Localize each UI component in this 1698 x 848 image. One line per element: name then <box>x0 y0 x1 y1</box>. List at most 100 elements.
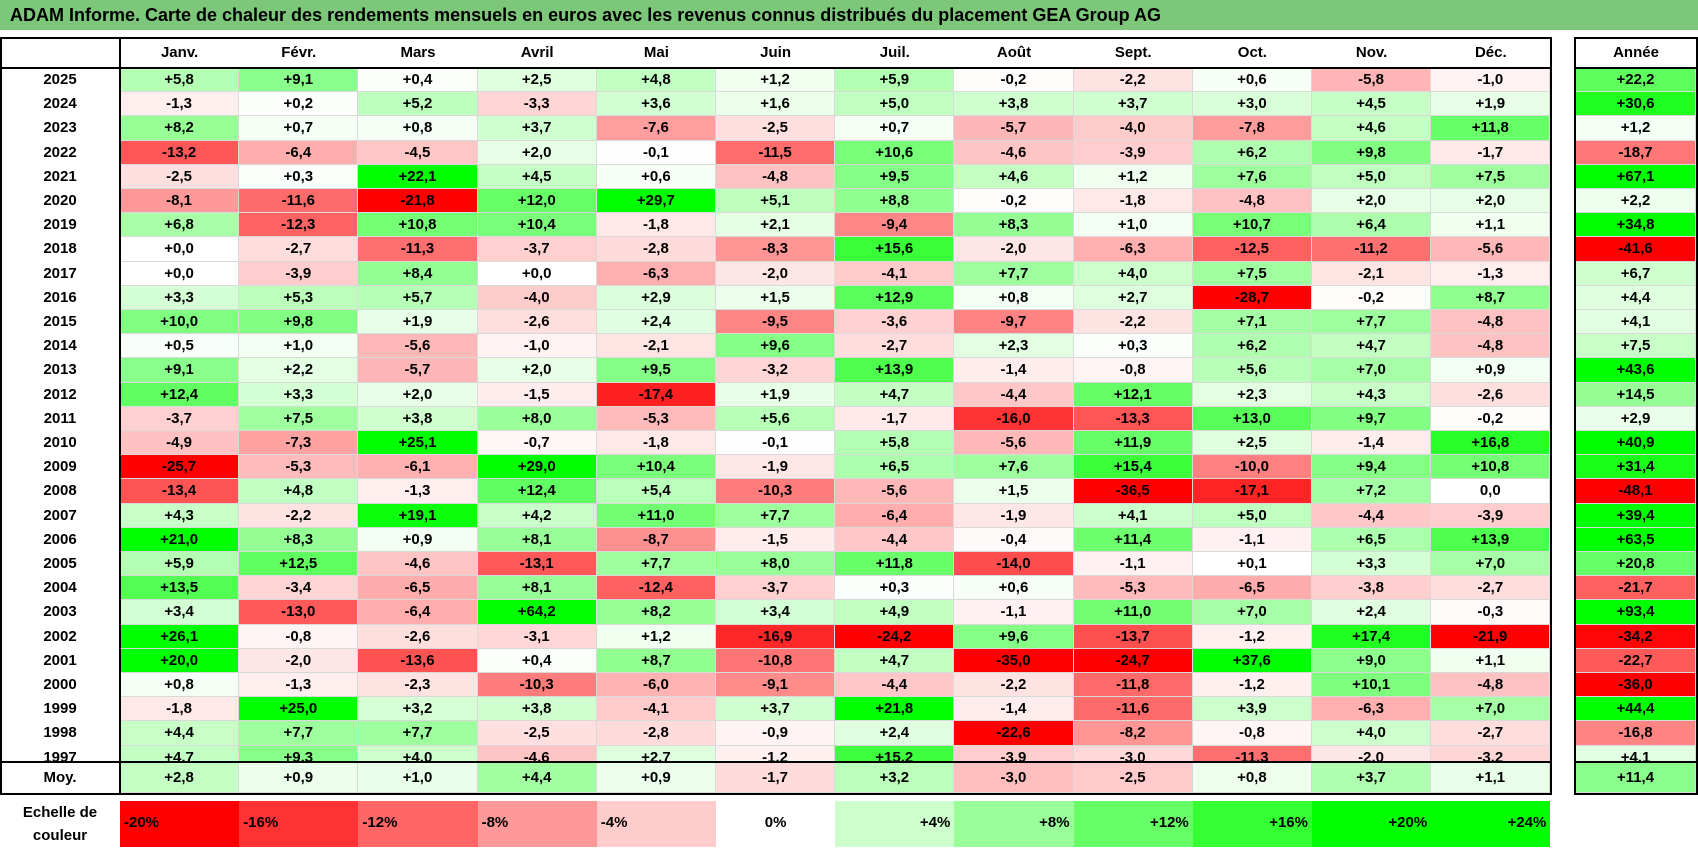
heatmap-cell: -1,1 <box>1073 552 1193 577</box>
heatmap-cell: -5,6 <box>835 479 955 504</box>
heatmap-cell: -2,0 <box>239 648 359 673</box>
heatmap-cell: -0,4 <box>954 527 1074 552</box>
heatmap-cell: -1,9 <box>716 455 836 480</box>
heatmap-cell: +5,0 <box>1192 503 1312 528</box>
heatmap-cell: +11,8 <box>1431 116 1551 141</box>
heatmap-cell: -11,8 <box>1073 673 1193 698</box>
heatmap-cell: -6,0 <box>596 673 716 698</box>
heatmap-cell: +3,4 <box>120 600 240 625</box>
heatmap-cell: +12,4 <box>477 479 597 504</box>
heatmap-cell: -2,7 <box>1431 721 1551 746</box>
heatmap-cell: +6,8 <box>120 213 240 238</box>
heatmap-cell: +1,1 <box>1431 648 1551 673</box>
color-scale-stop: -12% <box>358 801 478 847</box>
heatmap-cell: +15,6 <box>835 237 955 262</box>
heatmap-cell: +21,8 <box>835 697 955 722</box>
heatmap-cell: +0,9 <box>1431 358 1551 383</box>
heatmap-cell: -1,4 <box>954 697 1074 722</box>
heatmap-cell: +10,4 <box>477 213 597 238</box>
heatmap-cell: -1,0 <box>1431 68 1551 93</box>
average-cell: +2,8 <box>120 763 240 793</box>
heatmap-cell: +17,4 <box>1312 624 1432 649</box>
heatmap-cell: -4,8 <box>1192 189 1312 214</box>
heatmap-cell: +3,7 <box>477 116 597 141</box>
heatmap-cell: -4,8 <box>716 164 836 189</box>
heatmap-cell: +10,7 <box>1192 213 1312 238</box>
year-label: 2017 <box>43 264 77 282</box>
heatmap-cell: -11,3 <box>358 237 478 262</box>
heatmap-cell: -2,8 <box>596 237 716 262</box>
heatmap-cell: +3,7 <box>1073 92 1193 117</box>
heatmap-cell: -17,1 <box>1192 479 1312 504</box>
color-scale-label-line1: Echelle de <box>22 804 98 821</box>
heatmap-cell: +4,7 <box>835 382 955 407</box>
heatmap-cell: -11,5 <box>716 140 836 165</box>
annual-cell: +14,5 <box>1576 382 1696 407</box>
heatmap-cell: -6,5 <box>358 576 478 601</box>
heatmap-cell: +2,3 <box>1192 382 1312 407</box>
annual-cell: -16,8 <box>1576 721 1696 746</box>
heatmap-cell: -1,4 <box>1312 431 1432 456</box>
year-label: 2018 <box>43 240 77 258</box>
heatmap-cell: +11,0 <box>1073 600 1193 625</box>
heatmap-cell: -4,9 <box>120 431 240 456</box>
heatmap-cell: -1,5 <box>477 382 597 407</box>
heatmap-cell: +13,9 <box>835 358 955 383</box>
heatmap-cell: +5,4 <box>596 479 716 504</box>
heatmap-cell: +0,8 <box>954 285 1074 310</box>
year-label: 2011 <box>43 409 77 427</box>
heatmap-cell: -12,3 <box>239 213 359 238</box>
heatmap-cell: -1,8 <box>596 213 716 238</box>
annual-cell: +20,8 <box>1576 552 1696 577</box>
heatmap-cell: +3,4 <box>716 600 836 625</box>
heatmap-cell: +5,0 <box>1312 164 1432 189</box>
heatmap-cell: -6,3 <box>596 261 716 286</box>
heatmap-cell: -5,3 <box>1073 576 1193 601</box>
annual-cell: +67,1 <box>1576 164 1696 189</box>
column-header: Mai <box>643 44 669 61</box>
heatmap-cell: +0,6 <box>954 576 1074 601</box>
heatmap-cell: -7,3 <box>239 431 359 456</box>
heatmap-cell: +7,1 <box>1192 310 1312 335</box>
heatmap-cell: +22,1 <box>358 164 478 189</box>
heatmap-cell: -1,1 <box>954 600 1074 625</box>
heatmap-cell: -2,8 <box>596 721 716 746</box>
year-label: 2024 <box>43 95 77 113</box>
annual-cell: +39,4 <box>1576 503 1696 528</box>
color-scale-stop: +12% <box>1073 801 1193 847</box>
heatmap-cell: +0,4 <box>358 68 478 93</box>
heatmap-cell: -4,0 <box>477 285 597 310</box>
year-label: 2007 <box>43 506 77 524</box>
heatmap-cell: +0,3 <box>1073 334 1193 359</box>
heatmap-cell: +6,4 <box>1312 213 1432 238</box>
year-label: 2023 <box>43 119 77 137</box>
heatmap-cell: +0,6 <box>1192 68 1312 93</box>
year-label: 2025 <box>43 71 77 88</box>
heatmap-cell: -9,4 <box>835 213 955 238</box>
color-scale-stop: -20% <box>120 801 240 847</box>
color-scale-label-line2: couleur <box>32 827 88 844</box>
heatmap-cell: +2,3 <box>954 334 1074 359</box>
heatmap-cell: -36,5 <box>1073 479 1193 504</box>
heatmap-cell: -3,3 <box>477 92 597 117</box>
heatmap-cell: +1,2 <box>596 624 716 649</box>
heatmap-cell: -10,3 <box>716 479 836 504</box>
column-header: Oct. <box>1237 44 1267 61</box>
heatmap-cell: +16,8 <box>1431 431 1551 456</box>
heatmap-cell: -2,2 <box>1073 68 1193 93</box>
heatmap-cell: -28,7 <box>1192 285 1312 310</box>
annual-cell: -48,1 <box>1576 479 1696 504</box>
heatmap-cell: +0,8 <box>120 673 240 698</box>
heatmap-cell: -3,6 <box>835 310 955 335</box>
color-scale-stop: +24% <box>1431 801 1551 847</box>
heatmap-cell: +9,5 <box>835 164 955 189</box>
annual-average-separator <box>1574 761 1698 763</box>
heatmap-cell: -6,4 <box>358 600 478 625</box>
year-label: 1998 <box>43 724 77 742</box>
heatmap-cell: +3,6 <box>596 92 716 117</box>
heatmap-cell: +3,8 <box>477 697 597 722</box>
column-header: Mars <box>400 44 436 61</box>
heatmap-cell: -7,8 <box>1192 116 1312 141</box>
heatmap-cell: -13,7 <box>1073 624 1193 649</box>
heatmap-cell: +10,4 <box>596 455 716 480</box>
